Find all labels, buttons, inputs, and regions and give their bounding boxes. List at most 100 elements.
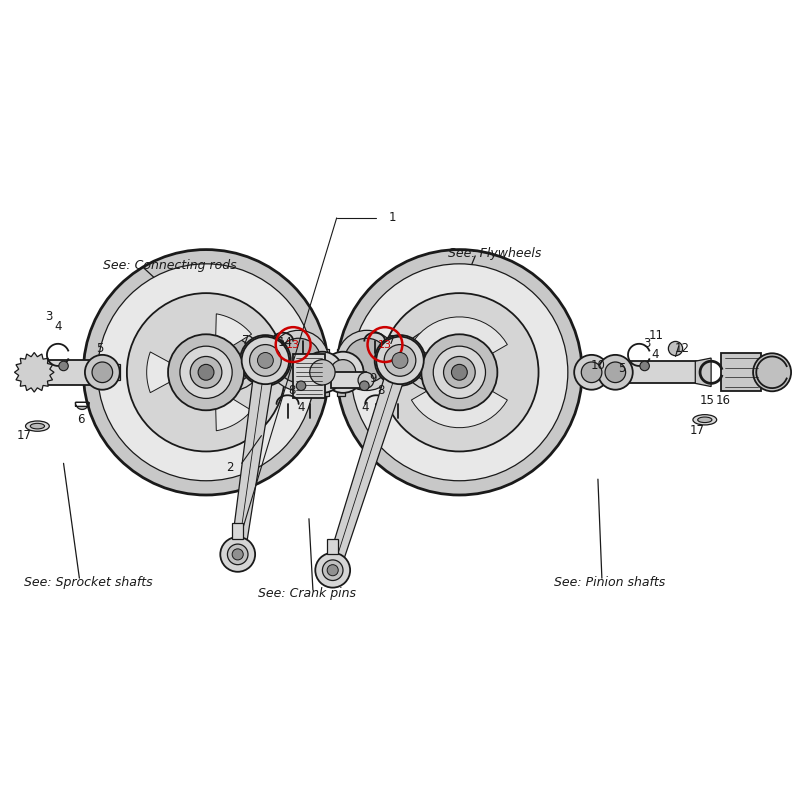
Text: 6: 6: [78, 414, 85, 426]
Circle shape: [374, 335, 426, 386]
Text: 7: 7: [388, 334, 396, 347]
Circle shape: [392, 353, 408, 368]
Polygon shape: [216, 398, 251, 430]
Polygon shape: [695, 358, 711, 386]
Bar: [232, 522, 243, 538]
Text: 13: 13: [286, 339, 300, 350]
Bar: [321, 349, 329, 396]
Polygon shape: [326, 358, 410, 572]
Ellipse shape: [30, 423, 45, 429]
Text: 7: 7: [242, 334, 250, 347]
Circle shape: [403, 330, 463, 390]
Bar: [98, 364, 120, 380]
Circle shape: [232, 549, 243, 560]
Circle shape: [240, 335, 290, 386]
Circle shape: [443, 357, 475, 388]
Text: 16: 16: [715, 394, 730, 406]
Polygon shape: [230, 359, 275, 555]
Text: 17: 17: [690, 423, 704, 437]
Bar: [293, 354, 325, 398]
Circle shape: [451, 364, 467, 380]
Text: 8: 8: [378, 384, 385, 397]
Circle shape: [127, 293, 286, 451]
Circle shape: [605, 362, 626, 382]
Circle shape: [168, 334, 244, 410]
Circle shape: [411, 338, 455, 382]
Polygon shape: [14, 353, 54, 392]
Bar: [337, 349, 345, 396]
Circle shape: [310, 360, 335, 385]
Circle shape: [248, 343, 283, 378]
Polygon shape: [216, 314, 251, 347]
Text: 17: 17: [17, 429, 31, 442]
Circle shape: [337, 330, 397, 390]
Circle shape: [256, 351, 275, 370]
Text: 15: 15: [700, 394, 714, 406]
Bar: [327, 538, 338, 554]
Circle shape: [85, 355, 120, 390]
Circle shape: [296, 381, 306, 390]
Circle shape: [582, 362, 602, 382]
Circle shape: [83, 250, 329, 495]
Ellipse shape: [693, 414, 717, 425]
Polygon shape: [146, 352, 171, 393]
Circle shape: [327, 565, 338, 576]
Polygon shape: [75, 402, 89, 410]
Circle shape: [98, 264, 314, 481]
Text: 4: 4: [54, 320, 62, 333]
Bar: [620, 362, 699, 383]
Circle shape: [250, 345, 282, 376]
Circle shape: [598, 355, 633, 390]
Text: 12: 12: [674, 342, 690, 355]
Circle shape: [220, 537, 255, 572]
Circle shape: [242, 337, 289, 384]
Circle shape: [58, 362, 68, 370]
Polygon shape: [411, 390, 507, 428]
Bar: [34, 360, 98, 385]
Circle shape: [358, 372, 374, 388]
Circle shape: [330, 360, 356, 385]
Text: See: Crank pins: See: Crank pins: [258, 587, 355, 601]
Circle shape: [202, 330, 262, 390]
Text: 13: 13: [378, 339, 392, 350]
Text: 2: 2: [226, 461, 234, 474]
Circle shape: [190, 357, 222, 388]
Ellipse shape: [26, 421, 50, 431]
Circle shape: [322, 352, 363, 393]
Circle shape: [198, 364, 214, 380]
Text: 9: 9: [370, 372, 377, 385]
Circle shape: [574, 355, 609, 390]
Circle shape: [302, 352, 343, 393]
Text: 5: 5: [96, 342, 104, 355]
Bar: [331, 372, 366, 388]
Text: 1: 1: [388, 211, 396, 225]
Circle shape: [753, 354, 791, 391]
Circle shape: [345, 338, 389, 382]
Text: 11: 11: [648, 330, 663, 342]
Ellipse shape: [698, 417, 712, 422]
Circle shape: [384, 345, 416, 376]
Circle shape: [322, 560, 343, 581]
Circle shape: [269, 330, 329, 390]
Text: 4: 4: [651, 348, 658, 362]
Circle shape: [390, 351, 410, 370]
Circle shape: [360, 381, 369, 390]
Circle shape: [210, 338, 254, 382]
Text: 3: 3: [643, 338, 650, 350]
Text: 5: 5: [618, 362, 626, 375]
Circle shape: [376, 337, 424, 384]
Circle shape: [180, 346, 232, 398]
Text: 10: 10: [590, 359, 606, 373]
Text: See: Pinion shafts: See: Pinion shafts: [554, 575, 666, 589]
Circle shape: [382, 343, 418, 378]
Text: See: Connecting rods: See: Connecting rods: [103, 259, 237, 272]
Circle shape: [277, 338, 321, 382]
Circle shape: [337, 250, 582, 495]
Circle shape: [668, 342, 682, 356]
Circle shape: [640, 362, 650, 370]
Circle shape: [351, 264, 568, 481]
Text: 14: 14: [278, 336, 293, 349]
Circle shape: [380, 293, 538, 451]
Text: See: Sprocket shafts: See: Sprocket shafts: [24, 575, 153, 589]
Text: 4: 4: [298, 402, 305, 414]
